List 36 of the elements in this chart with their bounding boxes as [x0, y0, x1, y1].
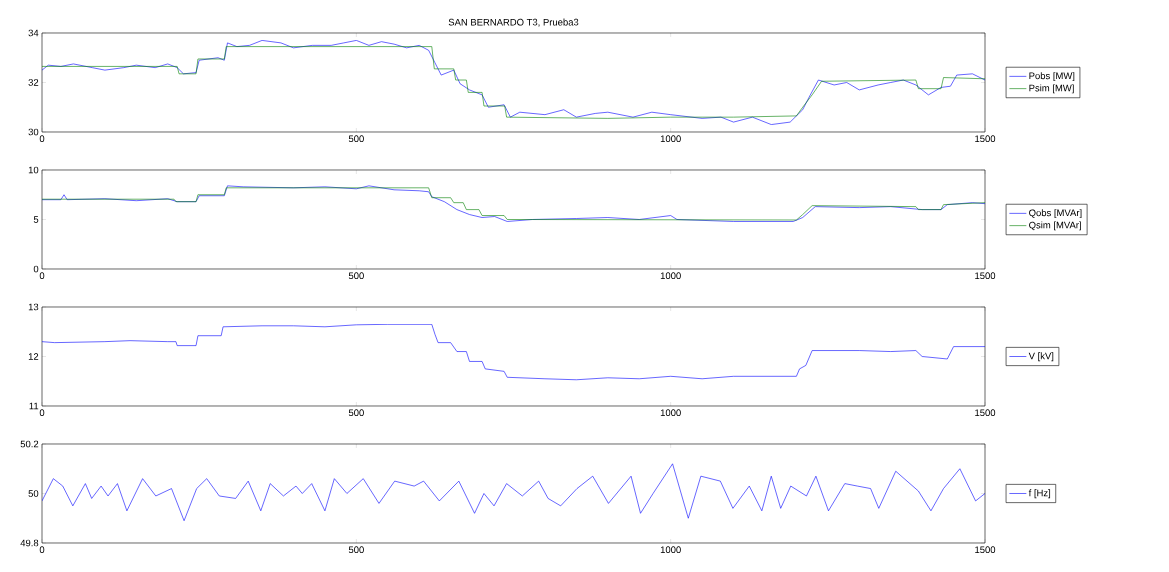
y-tick-label: 13 — [28, 303, 39, 311]
legend-label: Qsim [MVAr] — [1029, 221, 1081, 231]
x-tick-label: 500 — [348, 409, 364, 417]
y-tick-label: 34 — [28, 29, 39, 37]
legend-label: f [Hz] — [1028, 489, 1051, 499]
y-tick-label: 30 — [28, 128, 39, 136]
y-tick-label: 50 — [28, 490, 39, 497]
x-tick-label: 1000 — [660, 135, 681, 143]
chart-title: SAN BERNARDO T3, Prueba3 — [448, 18, 579, 27]
x-tick-label: 1000 — [660, 272, 681, 280]
legend-label: Psim [MW] — [1029, 84, 1074, 94]
x-tick-label: 1000 — [660, 409, 681, 417]
x-tick-label: 1500 — [975, 272, 996, 280]
x-tick-label: 1500 — [975, 546, 996, 554]
y-tick-label: 50.2 — [20, 440, 39, 448]
x-tick-label: 1500 — [975, 135, 996, 143]
y-tick-label: 0 — [33, 265, 39, 273]
y-tick-label: 49.8 — [20, 539, 39, 547]
legend-label: V [kV] — [1028, 352, 1054, 362]
x-tick-label: 1500 — [975, 409, 996, 417]
line-series — [42, 463, 986, 522]
x-tick-label: 0 — [39, 135, 45, 143]
y-tick-label: 12 — [28, 353, 39, 360]
y-tick-label: 5 — [33, 216, 39, 223]
y-tick-label: 10 — [28, 166, 39, 174]
x-tick-label: 0 — [39, 546, 45, 554]
x-tick-label: 0 — [39, 409, 45, 417]
x-tick-label: 500 — [348, 135, 364, 143]
x-tick-label: 500 — [348, 272, 364, 280]
x-tick-label: 500 — [348, 546, 364, 554]
y-tick-label: 32 — [28, 79, 39, 86]
y-tick-label: 11 — [29, 402, 39, 410]
x-tick-label: 0 — [39, 272, 45, 280]
legend-label: Qobs [MVAr] — [1029, 209, 1082, 219]
x-tick-label: 1000 — [660, 546, 681, 554]
legend-label: Pobs [MW] — [1029, 72, 1075, 82]
